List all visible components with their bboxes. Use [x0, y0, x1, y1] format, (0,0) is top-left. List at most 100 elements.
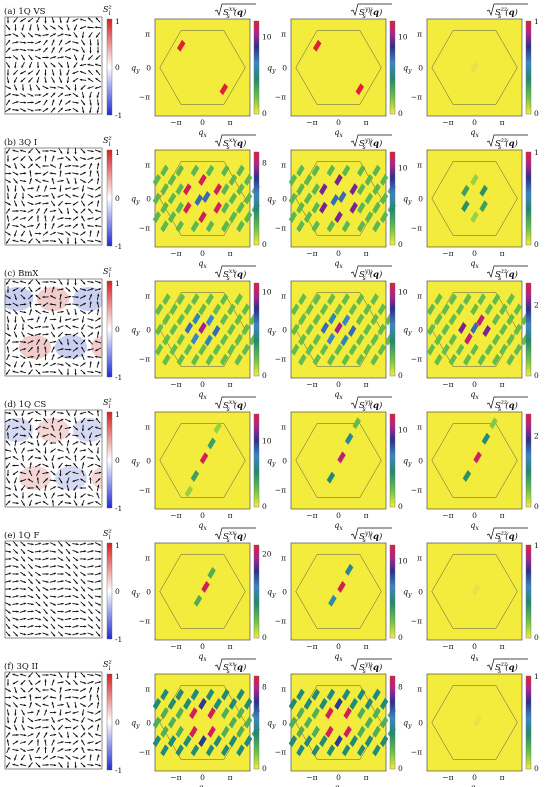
sf-peak: [198, 343, 207, 356]
spin-arrow-head: [75, 558, 79, 561]
spin-arrow-head: [7, 320, 10, 323]
spin-arrow-head: [67, 559, 70, 562]
spin-arrow-head: [91, 157, 94, 160]
qx-tick-zero: 0: [200, 249, 205, 258]
qy-tick-pi: π: [145, 29, 150, 38]
sf-peak: [303, 211, 313, 224]
spin-arrow-head: [94, 748, 98, 751]
sf-peak: [303, 735, 313, 748]
spin-arrow-head: [37, 223, 40, 226]
spin-arrow-head: [37, 709, 40, 712]
sf-peak: [341, 220, 351, 233]
spin-arrow-head: [53, 580, 57, 583]
spin-arrow-head: [67, 181, 70, 184]
spin-arrow-head: [6, 739, 9, 742]
sz-tick-top: 1: [115, 672, 120, 681]
spin-arrow-head: [53, 281, 57, 284]
qx-axis-label: qx: [470, 652, 479, 663]
spin-arrow-head: [53, 674, 57, 677]
spin-arrow-head: [29, 308, 32, 312]
sf-panel-title: Sxx s (q): [214, 527, 256, 544]
sf-peak: [325, 725, 334, 738]
spin-arrow-head: [53, 764, 57, 767]
spin-arrow-head: [75, 447, 78, 451]
row-label: (c) BmX: [4, 268, 39, 279]
sf-peak: [434, 353, 443, 366]
sf-peak: [330, 194, 339, 207]
spin-arrow-head: [45, 755, 49, 758]
sf-title-text: Syy s (q): [359, 530, 382, 544]
spin-arrow-head: [14, 80, 17, 83]
sf-peak: [327, 353, 336, 366]
spin-arrow-head: [8, 543, 11, 546]
sf-peak: [349, 735, 358, 748]
sf-peak: [160, 688, 169, 701]
qy-tick-zero: 0: [418, 195, 423, 204]
spin-arrow-head: [58, 440, 61, 443]
sf-peak: [175, 744, 184, 757]
spin-arrow-head: [76, 363, 79, 366]
qy-tick-pi: π: [417, 29, 422, 38]
sf-peak: [357, 183, 366, 196]
spin-arrow-head: [67, 312, 70, 315]
spin-arrow-head: [98, 464, 101, 467]
spin-arrow-head: [42, 164, 45, 168]
spin-arrow-head: [68, 224, 72, 227]
sf-peak: [221, 201, 230, 214]
spin-arrow-head: [60, 107, 63, 111]
sf-peak: [379, 192, 389, 205]
sf-peak: [499, 343, 508, 356]
qx-tick-neg-pi: −π: [442, 118, 453, 127]
spin-arrow-head: [14, 320, 17, 323]
qy-axis-label: qy: [403, 64, 412, 75]
sf-peak: [311, 725, 320, 738]
qy-tick-pi: π: [281, 160, 286, 169]
spin-arrow-head: [81, 739, 84, 743]
sf-peak: [298, 353, 307, 366]
spin-arrow-head: [52, 47, 55, 50]
sf-peak: [448, 353, 458, 366]
spin-arrow-head: [90, 178, 93, 182]
qy-tick-pi: π: [417, 553, 422, 562]
sf-peak: [167, 211, 177, 224]
spin-arrow-head: [68, 502, 72, 505]
sf-peak: [461, 184, 470, 197]
spin-arrow-head: [19, 479, 23, 482]
spin-arrow-head: [97, 177, 100, 181]
spin-arrow-head: [96, 43, 100, 46]
spin-arrow-head: [7, 80, 10, 84]
spin-arrow-head: [97, 162, 100, 166]
spin-arrow-head: [37, 87, 40, 91]
spin-arrow-head: [58, 727, 61, 730]
sf-colorbar-tick-top: 10: [398, 557, 408, 566]
spin-arrow-head: [52, 223, 55, 226]
spin-arrow-head: [89, 687, 92, 690]
spin-arrow-head: [83, 704, 86, 707]
spin-arrow-head: [98, 157, 102, 160]
spin-arrow-head: [83, 611, 86, 614]
spin-arrow-head: [38, 41, 41, 44]
spin-arrow-head: [45, 458, 48, 461]
spin-arrow-head: [98, 288, 102, 291]
sf-peak: [175, 725, 184, 738]
sf-peak: [162, 353, 171, 366]
spin-arrow-head: [68, 295, 72, 298]
sz-tick-bottom: -1: [115, 766, 122, 775]
sf-peak: [236, 183, 245, 196]
real-space-texture: [4, 540, 103, 639]
sf-panel-title: Syy s (q): [350, 527, 392, 544]
spin-arrow-head: [72, 727, 76, 730]
sf-panel-title: Sxx s (q): [214, 265, 256, 282]
spin-arrow-head: [21, 488, 24, 491]
sqrt-sign: [486, 3, 528, 17]
sf-peak: [348, 303, 358, 316]
sf-peak: [448, 333, 458, 346]
sf-colorbar: [525, 675, 532, 770]
spin-arrow-head: [64, 202, 68, 205]
sqrt-sign: [350, 265, 392, 279]
sf-colorbar-tick-top: 1: [534, 672, 539, 681]
spin-arrow-head: [8, 689, 11, 692]
spin-arrow-head: [90, 725, 94, 728]
